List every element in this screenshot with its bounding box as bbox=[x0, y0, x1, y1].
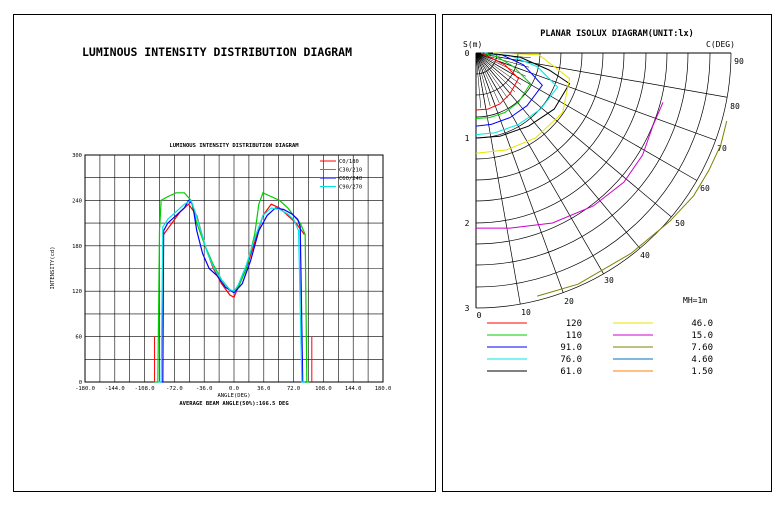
y-tick-label: 60 bbox=[75, 335, 82, 341]
y-tick-label: 240 bbox=[72, 198, 82, 204]
isolux-contours bbox=[475, 52, 728, 297]
y-axis-label: INTENSITY(cd) bbox=[50, 246, 56, 289]
legend-value: 91.0 bbox=[560, 343, 582, 353]
footer-beam-angle: AVERAGE BEAM ANGLE(50%):166.5 DEG bbox=[179, 401, 289, 407]
y-tick-label: 120 bbox=[72, 289, 82, 295]
angle-label: 80 bbox=[730, 102, 740, 111]
x-tick-label: -144.0 bbox=[105, 386, 125, 392]
x-tick-label: 108.0 bbox=[315, 386, 332, 392]
x-tick-label: -180.0 bbox=[75, 386, 95, 392]
radial-spoke-minor bbox=[475, 52, 526, 77]
s-axis-label: S(m) bbox=[463, 40, 482, 49]
distance-arc bbox=[475, 52, 711, 288]
distance-arc bbox=[475, 52, 732, 309]
legend-value: 4.60 bbox=[691, 355, 713, 365]
x-tick-label: 0.0 bbox=[229, 386, 239, 392]
radial-spoke-minor bbox=[475, 52, 522, 85]
isolux-chart: PLANAR ISOLUX DIAGRAM(UNIT:lx) S(m) C(DEG)… bbox=[463, 29, 744, 377]
series-lines bbox=[154, 192, 313, 383]
x-tick-label: -36.0 bbox=[196, 386, 213, 392]
radial-spoke-minor bbox=[475, 52, 512, 96]
radial-spoke-minor bbox=[475, 52, 500, 103]
distance-arc bbox=[475, 52, 583, 160]
angle-label: 40 bbox=[640, 251, 650, 260]
series-line bbox=[157, 199, 306, 383]
x-tick-label: 144.0 bbox=[345, 386, 362, 392]
radial-spoke-minor bbox=[475, 52, 486, 108]
angle-label: 90 bbox=[734, 57, 744, 66]
legend-value: 110 bbox=[566, 331, 582, 341]
x-tick-label: 36.0 bbox=[257, 386, 270, 392]
legend-value: 76.0 bbox=[560, 355, 582, 365]
distance-arc bbox=[475, 52, 668, 245]
isolux-contour bbox=[475, 52, 559, 136]
legend: C0/180 C30/210 C60/240 C90/270 bbox=[320, 159, 362, 191]
legend-label: C90/270 bbox=[339, 185, 362, 191]
c-axis-label: C(DEG) bbox=[706, 40, 735, 49]
distance-arc bbox=[475, 52, 647, 224]
s-tick-label: 1 bbox=[465, 134, 470, 143]
radial-spoke-minor bbox=[475, 52, 516, 93]
angle-label: 70 bbox=[717, 144, 727, 153]
series-line bbox=[154, 192, 310, 383]
isolux-contour bbox=[475, 52, 520, 111]
radial-spoke-minor bbox=[475, 52, 496, 105]
isolux-contour bbox=[475, 52, 543, 127]
legend-label: C60/240 bbox=[339, 176, 362, 182]
luminous-intensity-panel: LUMINOUS INTENSITY DISTRIBUTION DIAGRAM L… bbox=[13, 14, 436, 492]
y-tick-label: 0 bbox=[79, 380, 82, 386]
isolux-contour bbox=[537, 120, 728, 297]
radial-spoke-minor bbox=[475, 52, 482, 108]
legend-label: C0/180 bbox=[339, 159, 359, 165]
legend-value: 1.50 bbox=[691, 367, 713, 377]
legend-value: 46.0 bbox=[691, 319, 713, 329]
y-tick-label: 300 bbox=[72, 153, 82, 159]
main-title: LUMINOUS INTENSITY DISTRIBUTION DIAGRAM bbox=[82, 45, 352, 59]
x-tick-label: -72.0 bbox=[166, 386, 183, 392]
radial-spoke-minor bbox=[475, 52, 528, 73]
legend-value: 61.0 bbox=[560, 367, 582, 377]
x-tick-label: 20 bbox=[564, 297, 574, 306]
x-tick-label: -108.0 bbox=[135, 386, 155, 392]
legend-value: 120 bbox=[566, 319, 582, 329]
isolux-contour bbox=[476, 102, 664, 229]
isolux-title: PLANAR ISOLUX DIAGRAM(UNIT:lx) bbox=[540, 29, 694, 39]
x-tick-label: 180.0 bbox=[375, 386, 392, 392]
legend-value: 15.0 bbox=[691, 331, 713, 341]
x-axis-label: ANGLE(DEG) bbox=[217, 393, 250, 399]
x-tick-label: 10 bbox=[521, 308, 531, 317]
distance-arc bbox=[475, 52, 604, 181]
isolux-legend: 120 110 91.0 76.0 61.0 46.0 15.0 7.60 4.60 1.50 bbox=[487, 319, 713, 377]
luminous-intensity-chart: LUMINOUS INTENSITY DISTRIBUTION DIAGRAM L… bbox=[50, 45, 392, 407]
plot-frame bbox=[84, 154, 384, 383]
isolux-contour bbox=[475, 52, 571, 139]
angle-label: 60 bbox=[700, 184, 710, 193]
series-line bbox=[163, 203, 305, 299]
isolux-panel: PLANAR ISOLUX DIAGRAM(UNIT:lx) S(m) C(DEG)… bbox=[442, 14, 772, 492]
x-tick-label: 72.0 bbox=[287, 386, 300, 392]
y-tick-label: 180 bbox=[72, 244, 82, 250]
isolux-contour bbox=[475, 52, 532, 119]
legend-label: C30/210 bbox=[339, 168, 362, 174]
s-tick-label: 2 bbox=[465, 219, 470, 228]
radial-spoke-minor bbox=[475, 52, 504, 101]
distance-arc bbox=[475, 52, 689, 266]
isolux-contour bbox=[475, 52, 571, 154]
legend-value: 7.60 bbox=[691, 343, 713, 353]
x-tick-label: 0 bbox=[477, 311, 482, 320]
s-tick-label: 3 bbox=[465, 304, 470, 313]
series-line bbox=[160, 199, 306, 383]
inner-title: LUMINOUS INTENSITY DISTRIBUTION DIAGRAM bbox=[169, 143, 299, 149]
angle-label: 50 bbox=[675, 219, 685, 228]
polar-grid bbox=[475, 52, 732, 309]
mounting-height-label: MH=1m bbox=[683, 296, 707, 305]
radial-spoke-minor bbox=[475, 52, 491, 107]
s-tick-label: 0 bbox=[465, 49, 470, 58]
radial-spoke-minor bbox=[475, 52, 519, 89]
angle-label: 30 bbox=[604, 276, 614, 285]
radial-spoke-minor bbox=[475, 52, 508, 99]
distance-arc bbox=[475, 52, 625, 202]
distance-arc bbox=[475, 52, 519, 96]
